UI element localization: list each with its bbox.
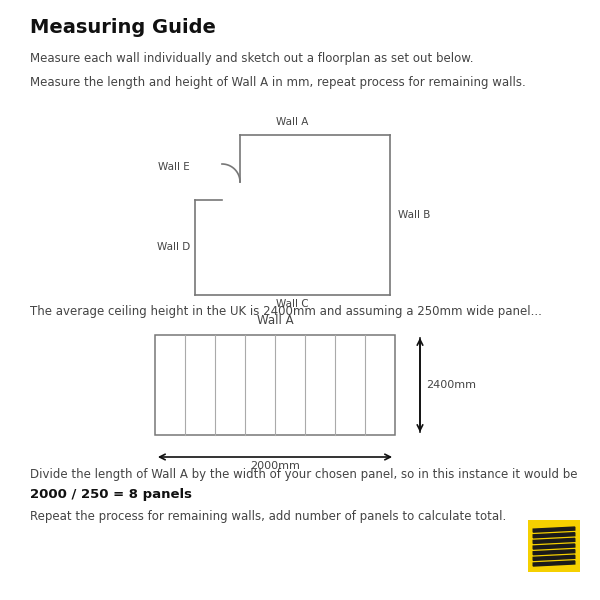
Bar bbox=[528, 520, 580, 572]
Polygon shape bbox=[533, 538, 575, 544]
Polygon shape bbox=[533, 533, 575, 538]
Text: Measuring Guide: Measuring Guide bbox=[30, 18, 216, 37]
Polygon shape bbox=[533, 544, 575, 549]
Text: 2000 / 250 = 8 panels: 2000 / 250 = 8 panels bbox=[30, 488, 192, 501]
Text: 2000mm: 2000mm bbox=[250, 461, 300, 471]
Polygon shape bbox=[533, 550, 575, 555]
Text: The average ceiling height in the UK is 2400mm and assuming a 250mm wide panel..: The average ceiling height in the UK is … bbox=[30, 305, 542, 318]
Text: Measure the length and height of Wall A in mm, repeat process for remaining wall: Measure the length and height of Wall A … bbox=[30, 76, 526, 89]
Text: Wall A: Wall A bbox=[257, 314, 293, 327]
Bar bbox=[155, 335, 395, 435]
Polygon shape bbox=[533, 561, 575, 566]
Text: Wall C: Wall C bbox=[276, 299, 309, 309]
Text: Repeat the process for remaining walls, add number of panels to calculate total.: Repeat the process for remaining walls, … bbox=[30, 510, 506, 523]
Text: Divide the length of Wall A by the width of your chosen panel, so in this instan: Divide the length of Wall A by the width… bbox=[30, 468, 577, 481]
Text: Measure each wall individually and sketch out a floorplan as set out below.: Measure each wall individually and sketc… bbox=[30, 52, 473, 65]
Text: Wall D: Wall D bbox=[157, 242, 190, 253]
Text: 2400mm: 2400mm bbox=[426, 380, 476, 390]
Text: Wall A: Wall A bbox=[277, 117, 308, 127]
Text: Wall B: Wall B bbox=[398, 210, 430, 220]
Text: Wall E: Wall E bbox=[158, 163, 190, 173]
Polygon shape bbox=[533, 555, 575, 560]
Polygon shape bbox=[533, 527, 575, 532]
